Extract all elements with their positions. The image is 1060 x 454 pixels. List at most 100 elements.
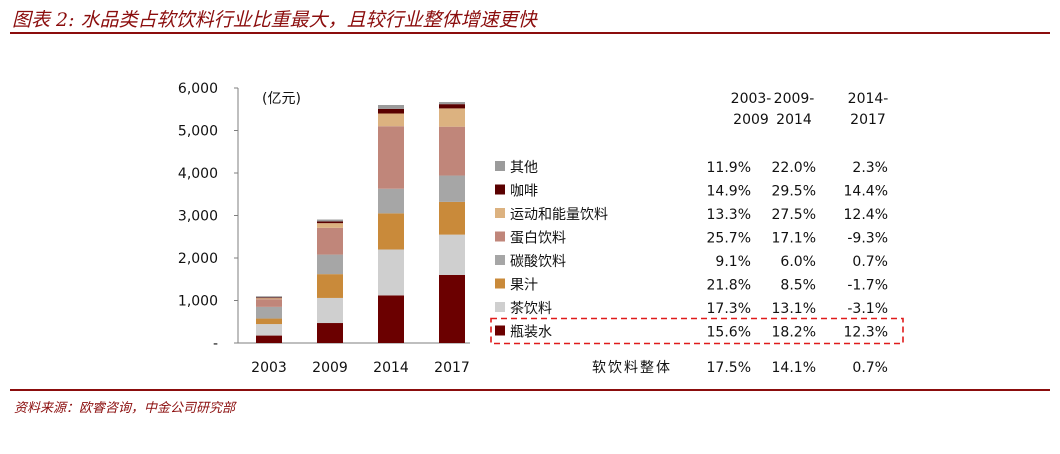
growth-value: 9.1%	[715, 254, 751, 270]
y-tick-label: 2,000	[178, 251, 218, 267]
y-tick-label: 3,000	[178, 209, 218, 225]
legend-label: 运动和能量饮料	[510, 207, 608, 223]
x-tick-label: 2017	[434, 360, 470, 376]
table-header: 2014	[776, 112, 812, 128]
growth-value: -1.7%	[847, 278, 888, 294]
y-tick-label: 5,000	[178, 124, 218, 140]
bar-segment	[256, 298, 282, 300]
growth-value: 12.4%	[844, 207, 888, 223]
bar-segment	[378, 188, 404, 214]
growth-value: 18.2%	[772, 325, 816, 341]
table-header: 2014-	[848, 91, 889, 107]
title-rule	[10, 32, 1050, 34]
bar-segment	[317, 297, 343, 324]
chart-title: 图表 2: 水品类占软饮料行业比重最大，且较行业整体增速更快	[12, 9, 537, 31]
legend-label: 蛋白饮料	[510, 231, 566, 247]
bar-segment	[317, 274, 343, 298]
legend-swatch	[495, 302, 505, 312]
growth-value: 0.7%	[852, 254, 888, 270]
legend-swatch	[495, 325, 505, 336]
legend-swatch	[495, 231, 505, 242]
legend-label: 瓶装水	[510, 325, 552, 341]
growth-value: 25.7%	[707, 231, 751, 247]
growth-value: -3.1%	[847, 301, 888, 317]
bar-segment	[439, 104, 465, 109]
bar-segment	[256, 324, 282, 336]
legend-swatch	[495, 278, 505, 289]
bar-segment	[378, 108, 404, 114]
bar-segment	[378, 126, 404, 189]
bar-segment	[378, 249, 404, 296]
growth-value: 17.1%	[772, 231, 816, 247]
bar-segment	[256, 335, 282, 343]
bar-segment	[439, 234, 465, 275]
bar-segment	[439, 126, 465, 176]
growth-value: 27.5%	[772, 207, 816, 223]
bar-segment	[439, 102, 465, 105]
total-value: 14.1%	[772, 360, 816, 376]
bar-segment	[378, 213, 404, 250]
growth-value: 13.3%	[707, 207, 751, 223]
bar-segment	[256, 297, 282, 299]
bar-segment	[317, 323, 343, 343]
growth-value: 8.5%	[780, 278, 816, 294]
bar-segment	[256, 296, 282, 298]
table-header: 2017	[850, 112, 886, 128]
bar-segment	[317, 223, 343, 228]
table-header: 2009	[733, 112, 769, 128]
growth-value: 13.1%	[772, 301, 816, 317]
bar-segment	[378, 105, 404, 109]
growth-value: 12.3%	[844, 325, 888, 341]
legend-label: 茶饮料	[510, 301, 552, 317]
bar-segment	[317, 221, 343, 224]
highlight-box	[490, 317, 904, 345]
growth-value: 14.9%	[707, 184, 751, 200]
x-tick-label: 2003	[251, 360, 287, 376]
growth-value: 29.5%	[772, 184, 816, 200]
growth-value: 6.0%	[780, 254, 816, 270]
growth-value: 15.6%	[707, 325, 751, 341]
legend-label: 果汁	[510, 278, 538, 294]
legend-swatch	[495, 184, 505, 195]
y-tick-label: 1,000	[178, 294, 218, 310]
bar-segment	[317, 219, 343, 222]
table-header: 2009-	[774, 91, 815, 107]
bar-segment	[317, 227, 343, 255]
total-value: 0.7%	[852, 360, 888, 376]
growth-value: -9.3%	[847, 231, 888, 247]
x-tick-label: 2014	[373, 360, 409, 376]
legend-label: 其他	[510, 160, 538, 176]
growth-value: 17.3%	[707, 301, 751, 317]
x-tick-label: 2009	[312, 360, 348, 376]
legend-swatch	[495, 161, 505, 171]
unit-label: (亿元)	[262, 91, 301, 107]
table-header: 2003-	[731, 91, 772, 107]
y-tick-label: 4,000	[178, 166, 218, 182]
bar-segment	[256, 318, 282, 325]
growth-value: 2.3%	[852, 160, 888, 176]
legend-label: 碳酸饮料	[510, 254, 566, 270]
growth-value: 22.0%	[772, 160, 816, 176]
legend-label: 咖啡	[510, 184, 538, 200]
growth-value: 21.8%	[707, 278, 751, 294]
bar-segment	[439, 175, 465, 202]
y-tick-label: -	[213, 336, 218, 352]
legend-swatch	[495, 255, 505, 265]
footer-rule	[10, 389, 1050, 391]
bar-segment	[439, 201, 465, 235]
legend-swatch	[495, 208, 505, 218]
bar-segment	[439, 108, 465, 127]
bar-segment	[256, 306, 282, 319]
total-value: 17.5%	[707, 360, 751, 376]
bar-segment	[317, 254, 343, 275]
source-note: 资料来源：欧睿咨询，中金公司研究部	[14, 401, 236, 416]
growth-value: 14.4%	[844, 184, 888, 200]
total-label: 软饮料整体	[592, 360, 672, 376]
bar-segment	[439, 275, 465, 343]
bar-segment	[378, 113, 404, 127]
bar-segment	[378, 295, 404, 343]
y-tick-label: 6,000	[178, 81, 218, 97]
growth-value: 11.9%	[707, 160, 751, 176]
bar-segment	[256, 299, 282, 307]
